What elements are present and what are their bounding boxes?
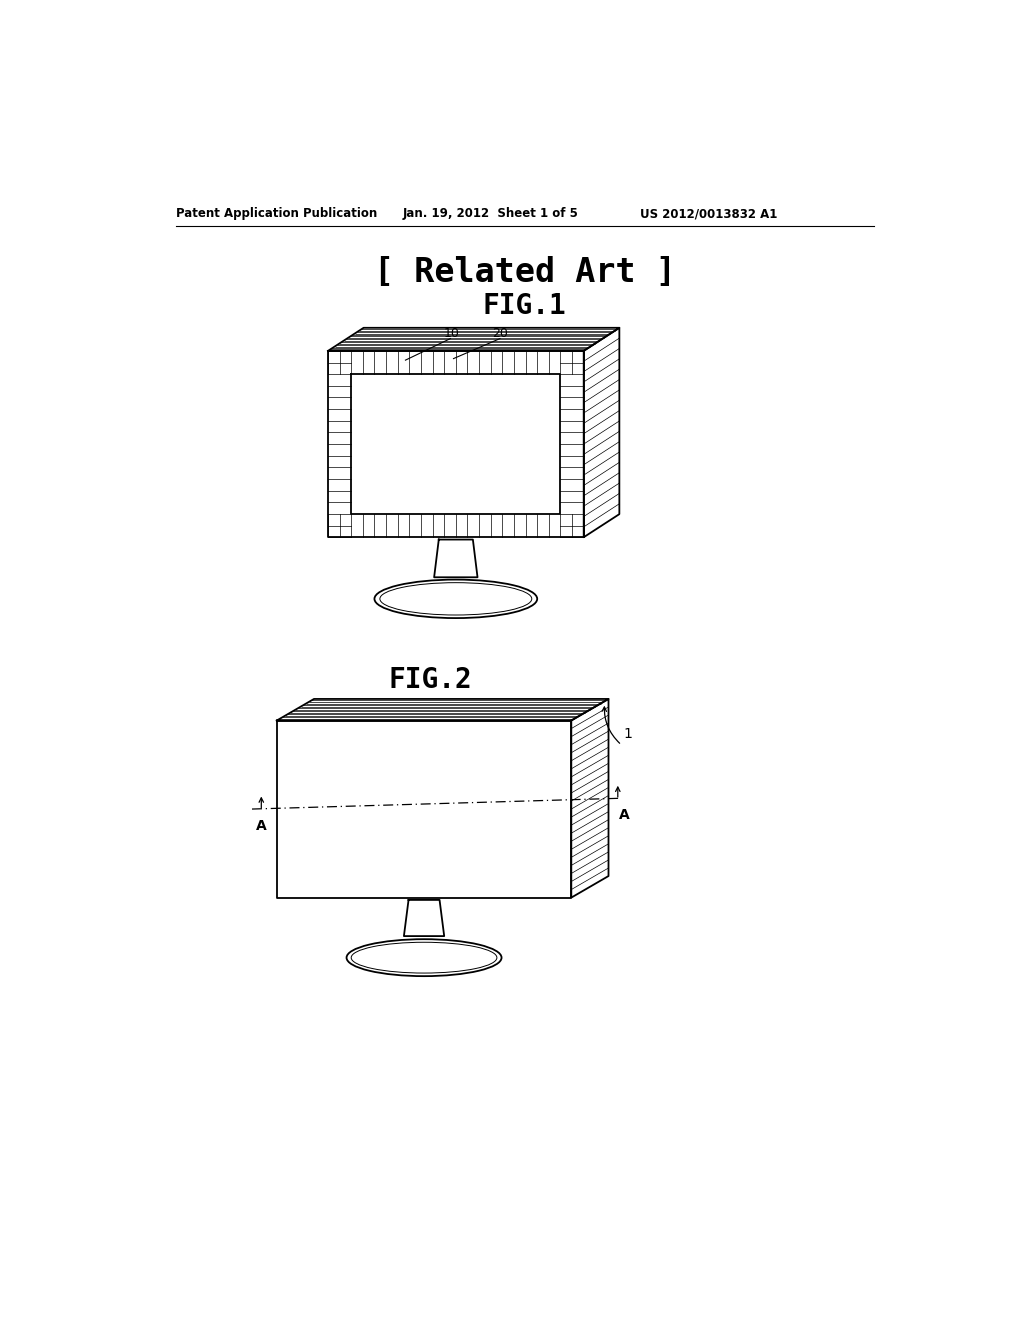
Text: FIG.1: FIG.1 (483, 292, 566, 321)
Text: [ Related Art ]: [ Related Art ] (374, 256, 676, 289)
Text: A: A (618, 808, 630, 822)
Text: US 2012/0013832 A1: US 2012/0013832 A1 (640, 207, 777, 220)
Text: 10: 10 (444, 327, 460, 341)
Text: 1: 1 (624, 727, 632, 742)
Text: A: A (256, 818, 266, 833)
Text: Patent Application Publication: Patent Application Publication (176, 207, 377, 220)
Text: Jan. 19, 2012  Sheet 1 of 5: Jan. 19, 2012 Sheet 1 of 5 (403, 207, 579, 220)
Text: 20: 20 (493, 327, 508, 341)
Text: FIG.2: FIG.2 (388, 667, 472, 694)
